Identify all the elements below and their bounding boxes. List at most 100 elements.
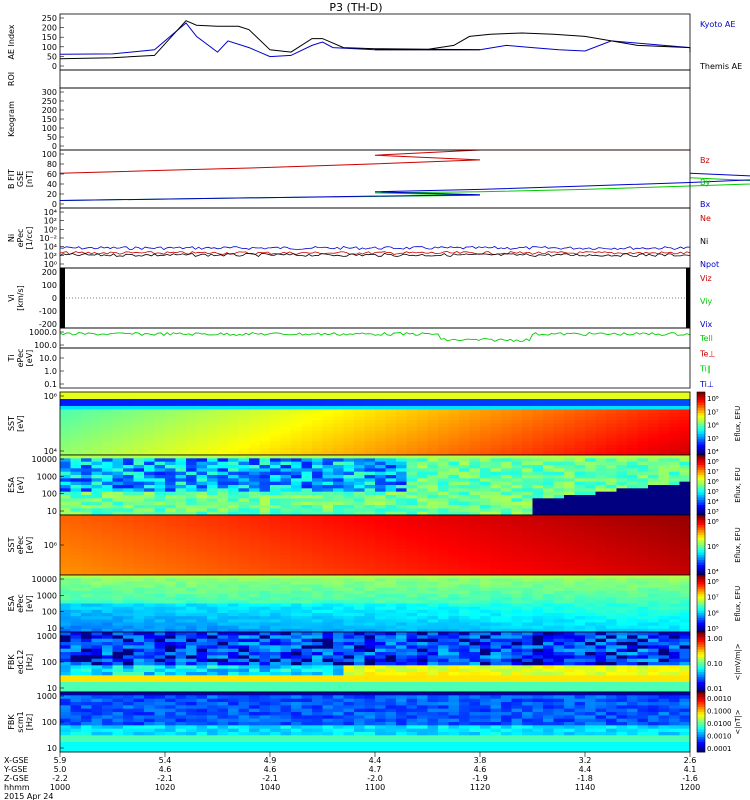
heatmap-cell xyxy=(322,609,334,614)
heatmap-cell xyxy=(154,444,166,449)
heatmap-cell xyxy=(343,600,355,604)
heatmap-cell xyxy=(123,555,134,559)
heatmap-cell xyxy=(175,399,187,403)
heatmap-cell xyxy=(375,535,386,539)
heatmap-cell xyxy=(280,478,292,483)
heatmap-cell xyxy=(133,531,145,536)
heatmap-cell xyxy=(585,606,596,611)
heatmap-cell xyxy=(637,555,649,559)
heatmap-cell xyxy=(249,481,260,486)
colorbar-step xyxy=(697,434,705,438)
heatmap-cell xyxy=(427,628,439,633)
heatmap-cell xyxy=(522,416,533,421)
heatmap-cell xyxy=(249,423,260,428)
heatmap-cell xyxy=(217,434,229,438)
heatmap-cell xyxy=(543,597,554,601)
heatmap-cell xyxy=(259,511,271,516)
heatmap-cell xyxy=(217,518,229,523)
heatmap-cell xyxy=(658,555,670,559)
colorbar-step xyxy=(697,420,705,424)
heatmap-cell xyxy=(679,541,691,546)
heatmap-cell xyxy=(396,413,407,417)
heatmap-cell xyxy=(133,658,145,663)
heatmap-cell xyxy=(553,568,565,573)
heatmap-cell xyxy=(144,528,155,533)
heatmap-cell xyxy=(60,603,71,608)
heatmap-cell xyxy=(459,478,470,483)
heatmap-cell xyxy=(490,402,502,407)
heatmap-cell xyxy=(291,488,302,493)
heatmap-cell xyxy=(249,434,260,438)
heatmap-cell xyxy=(270,662,281,666)
heatmap-cell xyxy=(196,420,208,424)
y-tick-label: 10⁶ xyxy=(44,541,57,550)
heatmap-cell xyxy=(553,498,565,503)
heatmap-cell xyxy=(165,475,176,479)
heatmap-cell xyxy=(616,491,628,496)
heatmap-cell xyxy=(175,642,187,646)
heatmap-cell xyxy=(606,501,617,506)
heatmap-cell xyxy=(511,451,523,456)
heatmap-cell xyxy=(280,625,292,630)
heatmap-cell xyxy=(553,515,565,519)
heatmap-cell xyxy=(448,603,460,608)
heatmap-cell xyxy=(228,682,239,686)
heatmap-cell xyxy=(669,622,680,627)
heatmap-cell xyxy=(490,521,502,526)
heatmap-cell xyxy=(81,481,92,486)
heatmap-cell xyxy=(532,581,544,585)
heatmap-cell xyxy=(658,444,670,449)
heatmap-cell xyxy=(438,491,449,496)
heatmap-cell xyxy=(627,575,638,579)
heatmap-cell xyxy=(343,565,355,569)
heatmap-cell xyxy=(480,406,491,410)
heatmap-cell xyxy=(270,478,281,483)
heatmap-cell xyxy=(354,628,365,633)
heatmap-cell xyxy=(123,603,134,608)
heatmap-cell xyxy=(543,395,554,400)
heatmap-cell xyxy=(490,441,502,445)
heatmap-cell xyxy=(165,416,176,421)
heatmap-cell xyxy=(238,635,250,640)
heatmap-cell xyxy=(585,603,596,608)
heatmap-cell xyxy=(280,655,292,660)
heatmap-cell xyxy=(417,581,428,585)
heatmap-cell xyxy=(679,616,691,620)
heatmap-cell xyxy=(616,587,628,592)
heatmap-cell xyxy=(91,584,103,589)
heatmap-cell xyxy=(564,444,575,449)
heatmap-cell xyxy=(438,613,449,617)
heatmap-cell xyxy=(669,613,680,617)
heatmap-cell xyxy=(175,416,187,421)
heatmap-cell xyxy=(270,508,281,513)
heatmap-cell xyxy=(532,455,544,459)
heatmap-cell xyxy=(385,434,397,438)
heatmap-cell xyxy=(238,675,250,680)
heatmap-cell xyxy=(123,571,134,576)
colorbar-step xyxy=(697,586,705,590)
heatmap-cell xyxy=(574,606,586,611)
heatmap-cell xyxy=(123,475,134,479)
heatmap-cell xyxy=(459,594,470,598)
heatmap-cell xyxy=(669,444,680,449)
heatmap-cell xyxy=(301,581,313,585)
heatmap-cell xyxy=(679,488,691,493)
heatmap-cell xyxy=(511,441,523,445)
heatmap-cell xyxy=(196,645,208,650)
heatmap-cell xyxy=(270,625,281,630)
heatmap-cell xyxy=(616,495,628,499)
heatmap-cell xyxy=(102,584,113,589)
heatmap-cell xyxy=(259,399,271,403)
heatmap-cell xyxy=(112,675,124,680)
heatmap-cell xyxy=(196,635,208,640)
heatmap-cell xyxy=(679,475,691,479)
heatmap-cell xyxy=(543,548,554,553)
heatmap-cell xyxy=(627,505,638,509)
heatmap-cell xyxy=(354,448,365,452)
heatmap-cell xyxy=(60,675,71,680)
heatmap-cell xyxy=(585,565,596,569)
heatmap-cell xyxy=(165,545,176,549)
heatmap-cell xyxy=(501,561,512,566)
heatmap-cell xyxy=(312,413,323,417)
heatmap-cell xyxy=(469,538,481,543)
